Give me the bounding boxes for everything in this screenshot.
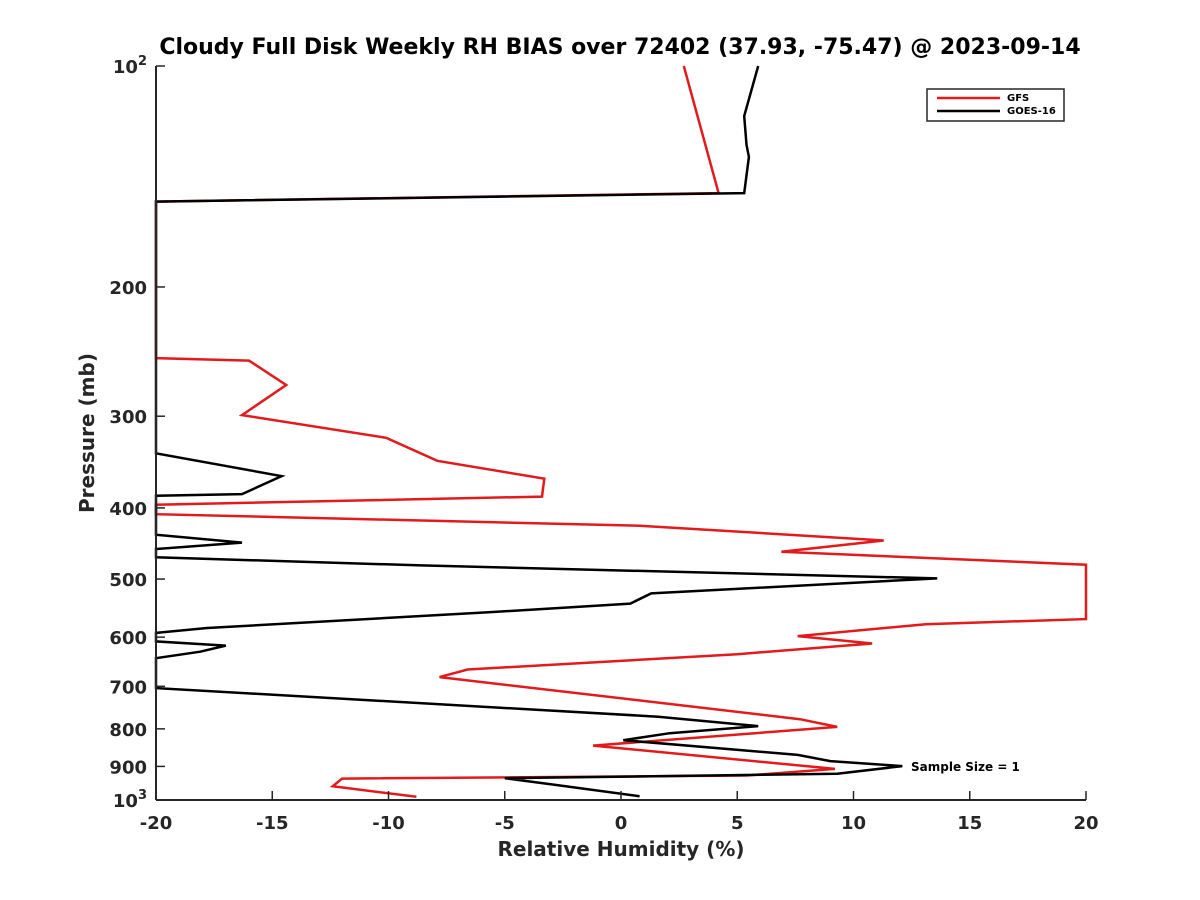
y-tick-label: 103 [113,788,147,812]
series-line-gfs [154,65,1088,799]
x-axis-label: Relative Humidity (%) [497,837,744,861]
x-axis-ticks: -20 -15 -10 -5 0 5 10 15 20 [140,791,1099,834]
x-tick-label: 0 [615,813,628,834]
y-axis-ticks: 102 200 300 400 500 600 700 800 900 103 [109,54,165,812]
legend-box [926,88,1065,122]
y-tick-label: 600 [109,628,147,649]
legend-label-gfs: GFS [1007,93,1029,104]
sample-size-annotation: Sample Size = 1 [911,760,1020,774]
x-tick-label: -20 [140,813,173,834]
y-tick-label: 500 [109,570,147,591]
x-tick-label: 5 [731,813,744,834]
x-tick-label: 15 [957,813,982,834]
x-tick-label: 20 [1073,813,1098,834]
legend-label-goes16: GOES-16 [1007,106,1056,117]
legend: GFS GOES-16 [926,88,1065,122]
y-tick-label: 400 [109,499,147,520]
y-tick-label: 700 [109,677,147,698]
x-tick-label: -10 [372,813,405,834]
y-axis-label: Pressure (mb) [75,353,99,513]
y-tick-label: 300 [109,407,147,428]
chart-title: Cloudy Full Disk Weekly RH BIAS over 724… [159,35,1080,60]
y-tick-label: 900 [109,757,147,778]
y-tick-label: 800 [109,720,147,741]
x-tick-label: -15 [256,813,289,834]
y-tick-label: 200 [109,278,147,299]
x-tick-label: 10 [841,813,866,834]
y-tick-label: 102 [113,54,147,78]
x-tick-label: -5 [495,813,515,834]
